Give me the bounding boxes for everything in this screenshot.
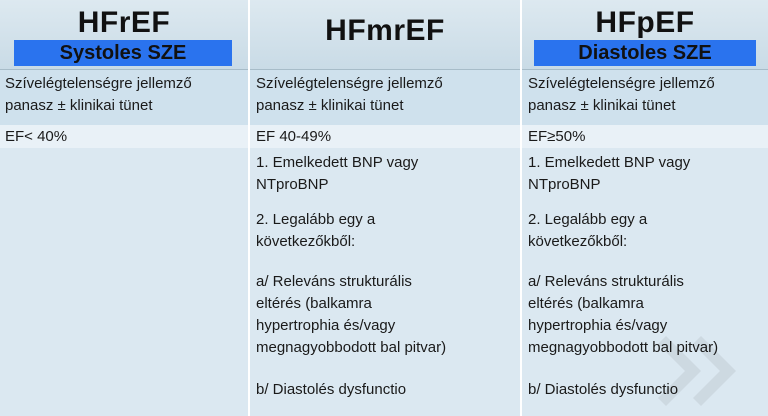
watermark-graphic xyxy=(658,336,736,406)
criterion-line: 2. Legalább egy a xyxy=(256,211,376,228)
ef-cell: EF≥50% xyxy=(528,128,586,145)
column-subtitle-badge: Diastoles SZE xyxy=(534,40,756,66)
complaint-line: panasz ± klinikai tünet xyxy=(528,97,676,114)
complaint-line: Szívelégtelenségre jellemző xyxy=(528,75,715,92)
complaint-cell: Szívelégtelenségre jellemző panasz ± kli… xyxy=(528,73,764,117)
ef-cell: EF< 40% xyxy=(5,128,68,145)
column-header: HFpEF Diastoles SZE xyxy=(522,0,768,70)
row-complaint xyxy=(0,70,248,125)
row-complaint xyxy=(522,70,768,125)
criterion-line: 1. Emelkedett BNP vagy xyxy=(256,154,419,171)
criterion-line: eltérés (balkamra xyxy=(528,295,644,312)
criterion-2: 2. Legalább egy a következőkből: xyxy=(256,209,516,253)
criterion-line: hypertrophia és/vagy xyxy=(528,317,668,334)
criterion-2: 2. Legalább egy a következőkből: xyxy=(528,209,764,253)
criterion-line: következőkből: xyxy=(528,233,628,250)
criterion-line: következőkből: xyxy=(256,233,356,250)
criterion-2a: a/ Releváns strukturális eltérés (balkam… xyxy=(256,271,516,359)
column-header: HFrEF Systoles SZE xyxy=(0,0,248,70)
complaint-line: panasz ± klinikai tünet xyxy=(256,97,404,114)
criterion-line: b/ Diastolés dysfunctio xyxy=(528,381,679,398)
criterion-line: 2. Legalább egy a xyxy=(528,211,648,228)
criterion-line: NTproBNP xyxy=(528,176,601,193)
criterion-line: b/ Diastolés dysfunctio xyxy=(256,381,407,398)
column-title: HFpEF xyxy=(595,6,695,39)
row-ef xyxy=(0,125,248,148)
row-ef xyxy=(522,125,768,148)
complaint-line: Szívelégtelenségre jellemző xyxy=(5,75,192,92)
row-criteria xyxy=(0,148,248,416)
column-subtitle-badge: Systoles SZE xyxy=(14,40,232,66)
row-complaint xyxy=(250,70,520,125)
complaint-line: Szívelégtelenségre jellemző xyxy=(256,75,443,92)
criterion-line: hypertrophia és/vagy xyxy=(256,317,396,334)
criterion-2b: b/ Diastolés dysfunctio xyxy=(528,379,764,401)
column-hfref: HFrEF Systoles SZE Szívelégtelenségre je… xyxy=(0,0,248,416)
column-title: HFrEF xyxy=(77,6,171,39)
criterion-line: megnagyobbodott bal pitvar) xyxy=(256,339,447,356)
criterion-line: eltérés (balkamra xyxy=(256,295,372,312)
complaint-cell: Szívelégtelenségre jellemző panasz ± kli… xyxy=(5,73,244,117)
row-criteria xyxy=(522,148,768,416)
criterion-2a: a/ Releváns strukturális eltérés (balkam… xyxy=(528,271,764,359)
complaint-cell: Szívelégtelenségre jellemző panasz ± kli… xyxy=(256,73,516,117)
column-hfmref: HFmrEF Szívelégtelenségre jellemző panas… xyxy=(248,0,520,416)
criterion-1: 1. Emelkedett BNP vagy NTproBNP xyxy=(528,152,764,196)
complaint-line: panasz ± klinikai tünet xyxy=(5,97,153,114)
row-criteria xyxy=(250,148,520,416)
column-hfpef: HFpEF Diastoles SZE Szívelégtelenségre j… xyxy=(520,0,768,416)
column-title: HFmrEF xyxy=(325,14,445,47)
criterion-1: 1. Emelkedett BNP vagy NTproBNP xyxy=(256,152,516,196)
criterion-line: a/ Releváns strukturális xyxy=(528,273,684,290)
criterion-2b: b/ Diastolés dysfunctio xyxy=(256,379,516,401)
row-ef xyxy=(250,125,520,148)
criterion-line: NTproBNP xyxy=(256,176,329,193)
criterion-line: 1. Emelkedett BNP vagy xyxy=(528,154,691,171)
ef-cell: EF 40-49% xyxy=(256,128,332,145)
criterion-line: megnagyobbodott bal pitvar) xyxy=(528,339,719,356)
criterion-line: a/ Releváns strukturális xyxy=(256,273,412,290)
column-header: HFmrEF xyxy=(250,0,520,70)
